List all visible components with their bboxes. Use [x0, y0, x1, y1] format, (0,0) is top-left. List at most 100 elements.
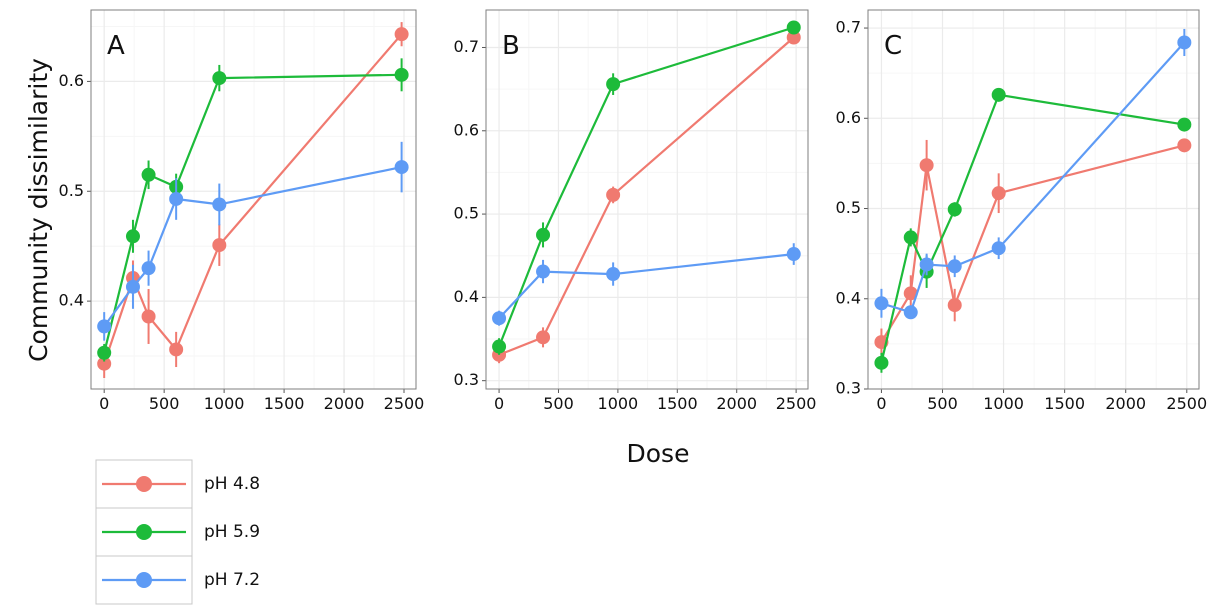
data-point: [394, 27, 409, 42]
y-tick-label: 0.7: [836, 18, 861, 37]
y-tick-label: 0.6: [454, 120, 479, 139]
y-tick-label: 0.3: [836, 379, 861, 398]
y-tick-label: 0.4: [836, 288, 861, 307]
data-point: [786, 30, 801, 45]
panels: 0 500 1000 1500 2000 2500 0.4 0.5 0.6 A 0 500 1000 15…: [59, 9, 1207, 413]
legend-item: pH 5.9: [95, 507, 260, 557]
x-tick-label: 2000: [1105, 394, 1146, 413]
data-point: [919, 158, 934, 173]
data-point: [212, 71, 227, 86]
legend-key-point: [136, 572, 152, 588]
x-tick-label: 2000: [324, 394, 365, 413]
x-tick-label: 500: [149, 394, 180, 413]
y-tick-label: 0.5: [836, 198, 861, 217]
x-tick-label: 1000: [204, 394, 245, 413]
data-point: [492, 311, 507, 326]
y-tick-label: 0.7: [454, 37, 479, 56]
legend-key-point: [136, 524, 152, 540]
data-point: [1177, 35, 1192, 50]
series-pH-5-9: [874, 87, 1192, 373]
panel-label: C: [884, 31, 902, 61]
x-tick-label: 0: [494, 394, 504, 413]
data-point: [919, 257, 934, 272]
legend-item: pH 7.2: [95, 555, 260, 605]
data-point: [141, 309, 156, 324]
data-point: [947, 298, 962, 313]
x-tick-label: 1500: [657, 394, 698, 413]
y-tick-label: 0.3: [454, 370, 479, 389]
y-tick-label: 0.5: [454, 204, 479, 223]
data-point: [492, 339, 507, 354]
series-pH-7-2: [492, 243, 801, 326]
data-point: [212, 197, 227, 212]
data-point: [786, 247, 801, 262]
data-point: [874, 296, 889, 311]
data-point: [991, 87, 1006, 102]
data-point: [947, 202, 962, 217]
y-axis-title: Community dissimilarity: [24, 58, 53, 362]
legend-label: pH 4.8: [204, 474, 260, 494]
panel-B: 0 500 1000 1500 2000 2500 0.3 0.4 0.5 0.6 0.7 B: [454, 9, 817, 413]
legend-item: pH 4.8: [95, 459, 260, 509]
x-tick-label: 0: [876, 394, 886, 413]
series-line: [498, 253, 794, 319]
series-line: [498, 36, 795, 356]
data-point: [141, 167, 156, 182]
data-point: [97, 319, 112, 334]
data-point: [903, 230, 918, 245]
panel-label: A: [107, 31, 125, 61]
x-tick-label: 1500: [264, 394, 305, 413]
y-tick-label: 0.4: [454, 287, 479, 306]
legend-label: pH 5.9: [204, 522, 260, 542]
x-axis-title: Dose: [627, 439, 690, 468]
data-point: [394, 67, 409, 82]
data-point: [125, 229, 140, 244]
x-tick-label: 0: [99, 394, 109, 413]
data-point: [536, 264, 551, 279]
panel-border: [485, 9, 809, 390]
series-line: [498, 26, 795, 347]
data-point: [212, 238, 227, 253]
series-pH-7-2: [874, 28, 1192, 320]
panel-border: [867, 9, 1200, 390]
series-line: [880, 93, 1185, 364]
data-point: [394, 160, 409, 175]
data-point: [125, 279, 140, 294]
x-tick-label: 2500: [384, 394, 425, 413]
legend-key-point: [136, 476, 152, 492]
data-point: [169, 342, 184, 357]
data-point: [169, 191, 184, 206]
x-tick-label: 2500: [776, 394, 817, 413]
data-point: [874, 355, 889, 370]
data-point: [606, 77, 621, 92]
data-point: [991, 241, 1006, 256]
panel-label: B: [502, 31, 520, 61]
data-point: [536, 227, 551, 242]
data-point: [1177, 138, 1192, 153]
series-line: [880, 144, 1185, 343]
series-pH-5-9: [492, 20, 801, 355]
data-point: [606, 187, 621, 202]
y-tick-label: 0.4: [59, 291, 84, 310]
x-tick-label: 500: [927, 394, 958, 413]
data-point: [1177, 117, 1192, 132]
series-pH-5-9: [97, 58, 409, 362]
data-point: [97, 345, 112, 360]
x-tick-label: 2500: [1166, 394, 1207, 413]
y-tick-label: 0.5: [59, 181, 84, 200]
data-point: [606, 267, 621, 282]
legend: pH 4.8 pH 5.9 pH 7.2: [95, 459, 260, 605]
x-tick-label: 1000: [983, 394, 1024, 413]
plot-background: [868, 10, 1199, 389]
data-point: [141, 261, 156, 276]
data-point: [786, 20, 801, 35]
series-pH-7-2: [97, 141, 409, 341]
x-tick-label: 1000: [598, 394, 639, 413]
series-line: [103, 73, 402, 353]
x-tick-label: 500: [543, 394, 574, 413]
series-line: [103, 166, 402, 328]
panel-A: 0 500 1000 1500 2000 2500 0.4 0.5 0.6 A: [59, 9, 425, 413]
data-point: [903, 305, 918, 320]
panel-C: 0 500 1000 1500 2000 2500 0.3 0.4 0.5 0.6 0.7 C: [836, 9, 1207, 413]
